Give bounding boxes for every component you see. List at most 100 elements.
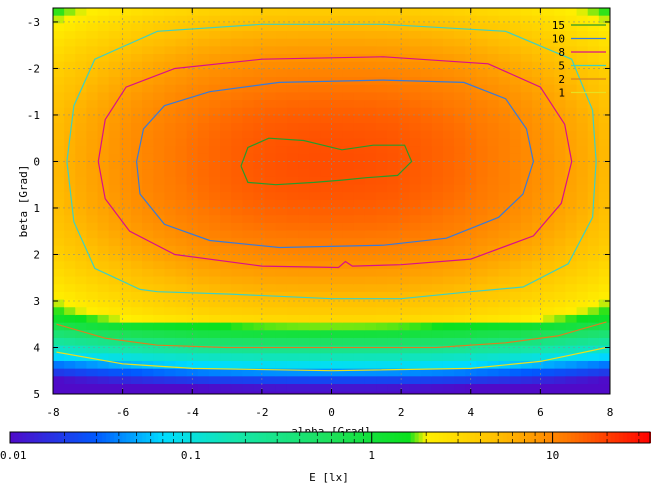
heatmap-cell <box>298 107 310 117</box>
heatmap-cell <box>331 238 344 247</box>
heatmap-cell <box>97 69 110 78</box>
heatmap-cell <box>231 84 243 94</box>
heatmap-cell <box>331 345 344 354</box>
heatmap-cell <box>108 376 121 385</box>
heatmap-cell <box>565 8 578 17</box>
heatmap-cell <box>286 299 299 308</box>
heatmap-cell <box>275 384 288 393</box>
heatmap-cell <box>231 376 243 385</box>
heatmap-cell <box>376 215 388 224</box>
heatmap-cell <box>476 38 489 47</box>
heatmap-cell <box>231 207 243 216</box>
heatmap-cell <box>197 376 210 385</box>
heatmap-cell <box>387 146 399 155</box>
heatmap-cell <box>387 54 399 63</box>
heatmap-cell <box>498 261 511 270</box>
heatmap-cell <box>298 130 310 140</box>
heatmap-cell <box>465 107 477 117</box>
heatmap-cell <box>554 376 567 385</box>
heatmap-cell <box>242 276 255 285</box>
heatmap-cell <box>298 345 310 354</box>
heatmap-cell <box>487 345 500 354</box>
heatmap-cell <box>208 146 221 155</box>
heatmap-cell <box>242 337 255 347</box>
heatmap-cell <box>409 130 422 140</box>
heatmap-cell <box>286 61 299 70</box>
heatmap-cell <box>509 230 522 239</box>
heatmap-cell <box>142 330 154 339</box>
heatmap-cell <box>242 31 255 40</box>
heatmap-cell <box>64 238 76 247</box>
heatmap-cell <box>309 276 321 285</box>
heatmap-cell <box>208 284 221 293</box>
heatmap-cell <box>364 77 377 86</box>
heatmap-cell <box>498 138 511 147</box>
heatmap-cell <box>398 146 411 155</box>
heatmap-cell <box>86 192 99 201</box>
heatmap-cell <box>64 215 76 224</box>
heatmap-cell <box>119 61 132 70</box>
heatmap-cell <box>108 107 121 117</box>
heatmap-cell <box>543 199 555 209</box>
colorbar-segment <box>262 432 267 443</box>
heatmap-cell <box>220 146 232 155</box>
heatmap-cell <box>532 169 544 178</box>
heatmap-cell <box>576 146 589 155</box>
heatmap-cell <box>543 299 555 308</box>
heatmap-cell <box>465 61 477 70</box>
heatmap-cell <box>275 115 288 124</box>
heatmap-cell <box>142 391 154 394</box>
heatmap-cell <box>565 330 578 339</box>
heatmap-cell <box>554 299 567 308</box>
heatmap-cell <box>86 107 99 117</box>
heatmap-cell <box>509 253 522 262</box>
colorbar-segment <box>362 432 368 443</box>
heatmap-cell <box>342 199 355 209</box>
heatmap-cell <box>364 61 377 70</box>
heatmap-cell <box>520 268 533 278</box>
heatmap-cell <box>231 115 243 124</box>
heatmap-cell <box>175 376 188 385</box>
heatmap-cell <box>431 245 444 255</box>
heatmap-cell <box>364 222 377 232</box>
heatmap-cell <box>64 376 76 385</box>
heatmap-cell <box>298 176 310 186</box>
heatmap-cell <box>543 230 555 239</box>
heatmap-cell <box>487 291 500 301</box>
heatmap-cell <box>197 8 210 17</box>
heatmap-cell <box>286 360 299 370</box>
heatmap-cell <box>86 161 99 170</box>
colorbar-segment <box>558 432 564 443</box>
heatmap-cell <box>387 276 399 285</box>
heatmap-cell <box>598 192 610 201</box>
heatmap-cell <box>476 61 489 70</box>
heatmap-cell <box>75 23 88 32</box>
heatmap-cell <box>253 92 266 101</box>
heatmap-cell <box>231 61 243 70</box>
heatmap-cell <box>231 107 243 117</box>
heatmap-cell <box>86 138 99 147</box>
heatmap-cell <box>64 8 76 17</box>
heatmap-cell <box>275 322 288 331</box>
heatmap-cell <box>442 61 455 70</box>
heatmap-cell <box>376 360 388 370</box>
heatmap-cell <box>164 284 177 293</box>
heatmap-cell <box>253 84 266 94</box>
heatmap-cell <box>142 38 154 47</box>
heatmap-cell <box>420 38 433 47</box>
heatmap-cell <box>197 23 210 32</box>
heatmap-cell <box>465 92 477 101</box>
heatmap-cell <box>454 15 466 24</box>
heatmap-cell <box>364 31 377 40</box>
heatmap-cell <box>353 61 366 70</box>
heatmap-cell <box>86 222 99 232</box>
heatmap-cell <box>487 376 500 385</box>
contour-line-10 <box>136 79 535 249</box>
heatmap-cell <box>409 69 422 78</box>
heatmap-cell <box>253 153 266 163</box>
colorbar-segment <box>462 432 468 443</box>
heatmap-cell <box>309 153 321 163</box>
heatmap-cell <box>353 184 366 193</box>
heatmap-cell <box>442 322 455 331</box>
